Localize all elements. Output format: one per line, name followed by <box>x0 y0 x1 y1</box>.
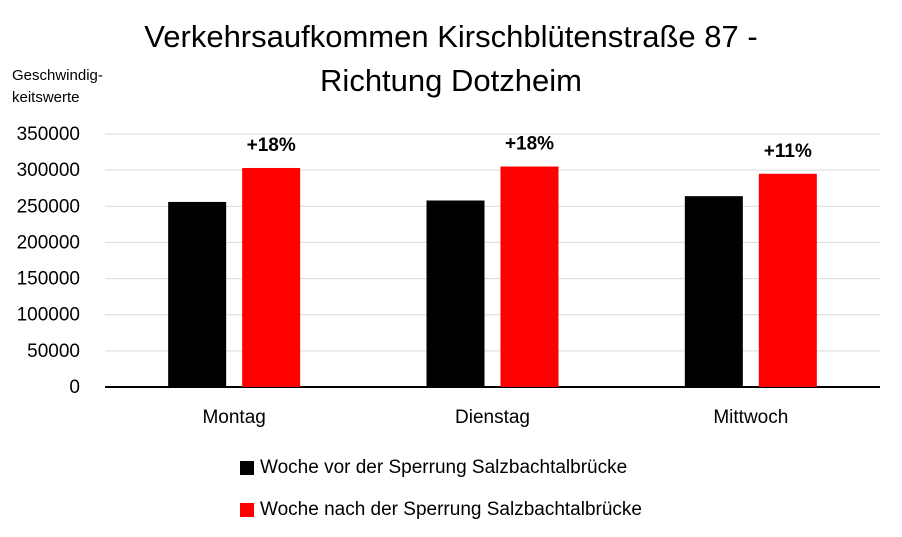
legend-label-before: Woche vor der Sperrung Salzbachtalbrücke <box>260 457 628 478</box>
chart-title-line1: Verkehrsaufkommen Kirschblütenstraße 87 … <box>144 19 758 54</box>
y-tick-label: 200000 <box>17 232 80 253</box>
chart-title-line2: Richtung Dotzheim <box>320 63 582 98</box>
bar <box>758 173 817 387</box>
y-tick-label: 250000 <box>17 196 80 217</box>
y-tick-label: 50000 <box>27 341 80 362</box>
y-tick-label: 350000 <box>17 124 80 145</box>
y-tick-label: 0 <box>69 377 80 398</box>
data-label: +18% <box>505 134 554 155</box>
y-tick-label: 300000 <box>17 160 80 181</box>
bar <box>684 196 743 387</box>
bar <box>426 200 485 387</box>
legend-swatch-before <box>240 461 254 475</box>
x-tick-label: Dienstag <box>455 407 530 428</box>
y-axis-label-line2: keitswerte <box>12 89 80 106</box>
y-tick-label: 150000 <box>17 269 80 290</box>
x-tick-label: Montag <box>202 407 265 428</box>
data-label: +11% <box>764 141 812 162</box>
legend-label-after: Woche nach der Sperrung Salzbachtalbrück… <box>260 499 642 520</box>
x-tick-label: Mittwoch <box>713 407 788 428</box>
bar <box>500 166 559 387</box>
y-axis-label-line1: Geschwindig- <box>12 67 103 84</box>
bar <box>242 167 301 387</box>
legend-swatch-after <box>240 503 254 517</box>
data-label: +18% <box>247 135 296 156</box>
legend-item-before: Woche vor der Sperrung Salzbachtalbrücke <box>240 455 627 481</box>
y-tick-label: 100000 <box>17 305 80 326</box>
bar <box>168 201 227 387</box>
legend-item-after: Woche nach der Sperrung Salzbachtalbrück… <box>240 497 642 523</box>
